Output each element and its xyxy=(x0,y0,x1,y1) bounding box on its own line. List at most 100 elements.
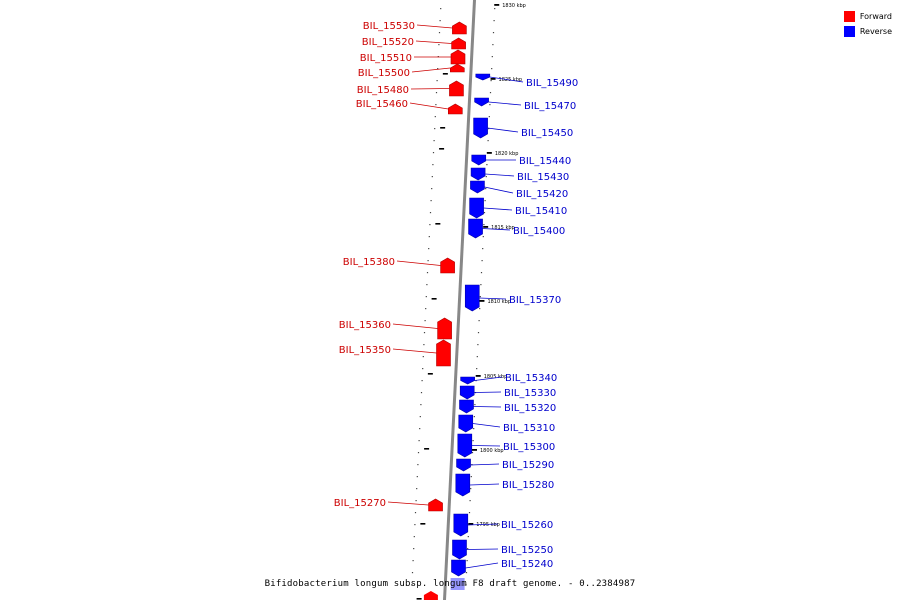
minor-tick xyxy=(478,320,480,322)
reverse-gene-arrow xyxy=(459,385,475,400)
minor-tick xyxy=(417,452,420,454)
minor-tick xyxy=(434,128,436,130)
kbp-tick-label: 1815 kbp xyxy=(491,225,515,231)
major-tick xyxy=(472,449,477,451)
minor-tick xyxy=(470,488,472,490)
forward-gene-arrow xyxy=(437,317,452,340)
forward-gene-arrow xyxy=(428,498,443,512)
minor-tick xyxy=(421,380,423,382)
minor-tick xyxy=(491,68,493,70)
forward-gene-label: BIL_15480 xyxy=(357,85,409,96)
minor-tick xyxy=(470,476,472,478)
minor-tick xyxy=(414,524,416,526)
minor-tick xyxy=(431,188,433,190)
forward-gene-label: BIL_15520 xyxy=(362,37,414,48)
minor-tick xyxy=(437,68,439,70)
reverse-gene-label: BIL_15320 xyxy=(504,403,556,414)
reverse-gene-arrow xyxy=(458,414,474,433)
reverse-gene-label: BIL_15490 xyxy=(526,78,578,89)
forward-gene-arrow xyxy=(447,103,463,115)
reverse-gene-arrow xyxy=(453,513,469,537)
minor-tick xyxy=(426,284,428,286)
major-tick xyxy=(435,223,441,225)
minor-tick xyxy=(416,476,418,478)
minor-tick xyxy=(473,428,475,430)
kbp-tick-label: 1810 kbp xyxy=(487,299,511,305)
forward-gene-arrow xyxy=(440,257,455,274)
reverse-gene-leader xyxy=(484,186,514,194)
reverse-gene-leader xyxy=(488,101,522,106)
reverse-gene-leader xyxy=(482,228,511,231)
minor-tick xyxy=(477,332,480,334)
reverse-gene-arrow xyxy=(474,97,489,107)
reverse-gene-leader xyxy=(473,406,502,408)
minor-tick xyxy=(435,104,437,106)
minor-tick xyxy=(465,572,468,574)
reverse-gene-label: BIL_15290 xyxy=(502,460,554,471)
major-tick xyxy=(416,598,422,600)
legend-forward: Forward xyxy=(843,9,892,24)
major-tick xyxy=(479,300,485,302)
reverse-gene-arrow xyxy=(471,154,487,166)
reverse-gene-label: BIL_15340 xyxy=(505,373,557,384)
forward-gene-leader xyxy=(415,40,452,44)
minor-tick xyxy=(413,536,415,538)
minor-tick xyxy=(492,32,495,34)
major-tick xyxy=(490,78,496,80)
reverse-gene-arrow xyxy=(473,117,488,139)
reverse-gene-arrow xyxy=(470,167,486,181)
legend-reverse-label: Reverse xyxy=(859,27,892,36)
forward-gene-label: BIL_15530 xyxy=(363,21,415,32)
forward-gene-arrow xyxy=(452,21,467,35)
reverse-gene-arrow xyxy=(457,433,473,458)
forward-gene-leader xyxy=(410,88,450,90)
forward-gene-label: BIL_15500 xyxy=(358,68,410,79)
legend: Forward Reverse xyxy=(843,9,892,39)
minor-tick xyxy=(480,272,483,274)
minor-tick xyxy=(477,344,479,346)
reverse-gene-arrow xyxy=(455,473,471,497)
minor-tick xyxy=(422,368,424,370)
kbp-tick-label: 1800 kbp xyxy=(480,448,504,454)
forward-gene-arrow xyxy=(450,49,466,65)
reverse-gene-label: BIL_15450 xyxy=(521,128,573,139)
minor-tick xyxy=(425,296,427,298)
minor-tick xyxy=(435,92,438,94)
reverse-gene-label: BIL_15420 xyxy=(516,189,568,200)
forward-gene-arrow xyxy=(449,63,465,73)
minor-tick xyxy=(429,212,432,214)
reverse-gene-arrow xyxy=(470,180,485,194)
minor-tick xyxy=(416,488,418,490)
minor-tick xyxy=(420,404,422,406)
forward-gene-label: BIL_15510 xyxy=(360,53,412,64)
major-tick xyxy=(440,127,446,129)
minor-tick xyxy=(468,512,471,514)
minor-tick xyxy=(471,452,474,454)
minor-tick xyxy=(418,440,420,442)
minor-tick xyxy=(411,572,414,574)
reverse-swatch xyxy=(843,26,855,37)
reverse-gene-arrow xyxy=(451,559,466,577)
minor-tick xyxy=(482,248,484,250)
forward-gene-label: BIL_15380 xyxy=(343,257,395,268)
reverse-gene-leader xyxy=(467,523,499,526)
minor-tick xyxy=(493,20,495,22)
reverse-gene-label: BIL_15410 xyxy=(515,206,567,217)
minor-tick xyxy=(488,128,490,130)
reverse-gene-label: BIL_15440 xyxy=(519,156,571,167)
backbone-line xyxy=(442,0,477,600)
minor-tick xyxy=(472,440,474,442)
minor-tick xyxy=(492,44,494,46)
reverse-gene-leader xyxy=(472,423,501,428)
minor-tick xyxy=(485,188,487,190)
minor-tick xyxy=(411,584,413,586)
forward-gene-arrow xyxy=(423,591,438,600)
minor-tick xyxy=(439,20,441,22)
genome-caption: Bifidobacterium longum subsp. longum F8 … xyxy=(264,579,636,589)
minor-tick xyxy=(423,332,426,334)
minor-tick xyxy=(479,296,481,298)
reverse-gene-leader xyxy=(474,391,502,393)
minor-tick xyxy=(432,152,435,154)
minor-tick xyxy=(419,416,421,418)
